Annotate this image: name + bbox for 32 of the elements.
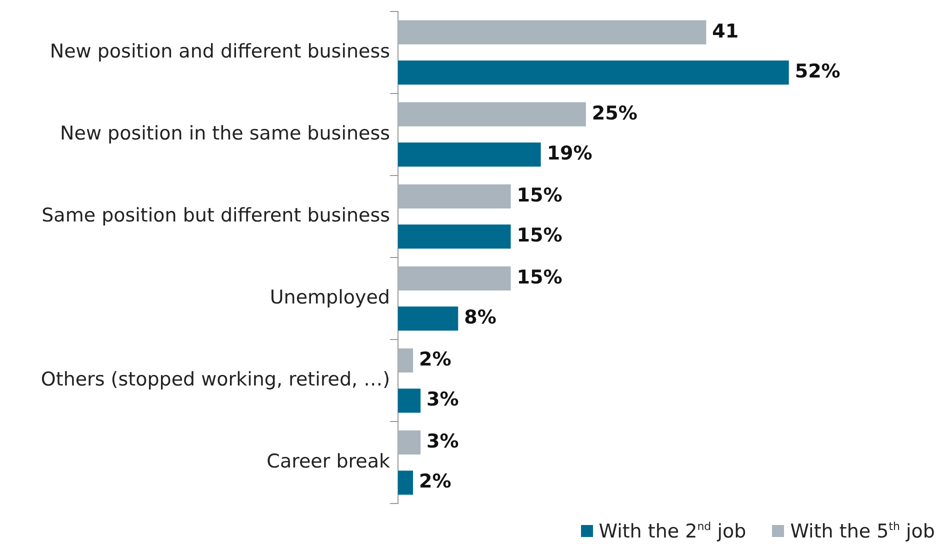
bar	[398, 224, 511, 249]
legend-label: With the 5$^{th}$ job	[789, 520, 935, 542]
data-label: 2%	[419, 470, 452, 493]
data-label: 3%	[426, 430, 459, 452]
bar	[398, 306, 458, 331]
data-label: 41	[712, 20, 739, 42]
data-label: 25%	[592, 102, 638, 124]
legend-label: With the 2$^{nd}$ job	[598, 520, 746, 542]
data-label: 15%	[516, 184, 562, 206]
bar	[398, 388, 421, 413]
data-label: 52%	[794, 60, 840, 82]
bar	[398, 20, 706, 44]
data-label: 2%	[419, 348, 452, 370]
bar	[398, 184, 511, 208]
y-tick-label: Same position but different business	[42, 204, 390, 226]
y-tick-label: Unemployed	[270, 286, 390, 308]
data-label: 15%	[516, 266, 562, 288]
y-tick-label: New position in the same business	[60, 122, 390, 144]
data-label: 15%	[516, 224, 562, 247]
bar	[398, 102, 586, 126]
bar	[398, 142, 541, 167]
y-tick-label: Career break	[266, 450, 390, 473]
bar	[398, 430, 421, 455]
y-tick-label: New position and different business	[50, 40, 390, 62]
bar	[398, 60, 789, 85]
bar	[398, 348, 414, 373]
bar	[398, 470, 414, 495]
data-label: 19%	[546, 142, 592, 164]
data-label: 8%	[464, 306, 496, 329]
data-label: 3%	[426, 388, 459, 411]
bar	[398, 266, 511, 290]
y-tick-label: Others (stopped working, retired, …)	[40, 368, 390, 390]
